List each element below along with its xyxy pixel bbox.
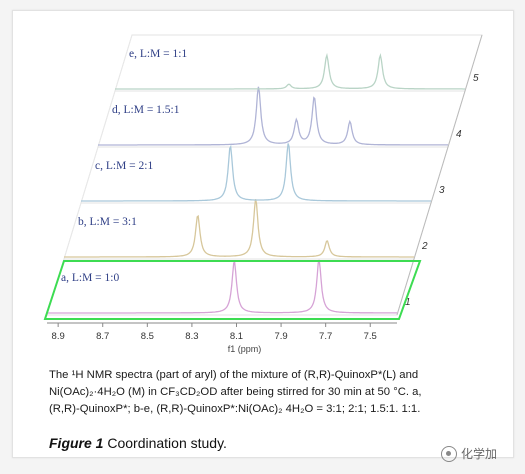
x-tick-label: 8.9 — [52, 331, 65, 342]
figure-frame: a, L:M = 1:0 1 b, L:M = 3:1 2 c, L:M = 2:1 3 d… — [12, 10, 514, 462]
x-tick-label: 8.7 — [96, 331, 109, 342]
caption-line-1: The ¹H NMR spectra (part of aryl) of the… — [49, 369, 419, 381]
figure-title-text: Coordination study. — [103, 435, 227, 451]
x-tick-label: 8.1 — [230, 331, 243, 342]
depth-tick-label-4: 4 — [456, 129, 462, 140]
watermark: 化学加 — [441, 445, 497, 462]
wechat-icon — [441, 445, 457, 462]
figure-caption: The ¹H NMR spectra (part of aryl) of the… — [49, 367, 479, 418]
x-axis-title: f1 (ppm) — [228, 344, 262, 354]
depth-tick-label-5: 5 — [473, 73, 479, 84]
figure-title: Figure 1 Coordination study. — [49, 435, 227, 451]
series-label-4: d, L:M = 1.5:1 — [112, 104, 180, 116]
spectrum-line-2 — [64, 199, 414, 258]
depth-plane — [80, 146, 449, 204]
spectrum-line-4 — [98, 86, 448, 146]
depth-plane — [46, 258, 415, 316]
series-label-5: e, L:M = 1:1 — [129, 48, 187, 60]
depth-plane — [114, 34, 483, 92]
x-tick-label: 7.5 — [364, 331, 377, 342]
highlight-box — [43, 260, 422, 320]
depth-tick-label-1: 1 — [405, 297, 411, 308]
depth-plane — [97, 90, 466, 148]
nmr-stacked-spectra: a, L:M = 1:0 1 b, L:M = 3:1 2 c, L:M = 2:1 3 d… — [43, 34, 483, 354]
x-tick-label: 7.9 — [274, 331, 287, 342]
watermark-text: 化学加 — [461, 447, 498, 461]
x-tick-label: 8.5 — [141, 331, 154, 342]
caption-line-2: Ni(OAc)₂·4H₂O (M) in CF₃CD₂OD after bein… — [49, 386, 422, 398]
spectrum-line-5 — [115, 52, 465, 90]
series-label-1: a, L:M = 1:0 — [61, 272, 119, 284]
depth-tick-label-2: 2 — [421, 241, 428, 252]
depth-tick-label-3: 3 — [439, 185, 445, 196]
spectrum-line-3 — [81, 143, 431, 202]
spectrum-line-1 — [47, 259, 397, 314]
depth-axis-line — [396, 34, 483, 316]
figure-number: Figure 1 — [49, 435, 104, 451]
caption-line-3: (R,R)-QuinoxP*; b-e, (R,R)-QuinoxP*:Ni(O… — [49, 403, 421, 415]
series-label-2: b, L:M = 3:1 — [78, 216, 137, 228]
x-tick-label: 8.3 — [185, 331, 198, 342]
x-tick-label: 7.7 — [319, 331, 332, 342]
series-label-3: c, L:M = 2:1 — [95, 160, 153, 172]
